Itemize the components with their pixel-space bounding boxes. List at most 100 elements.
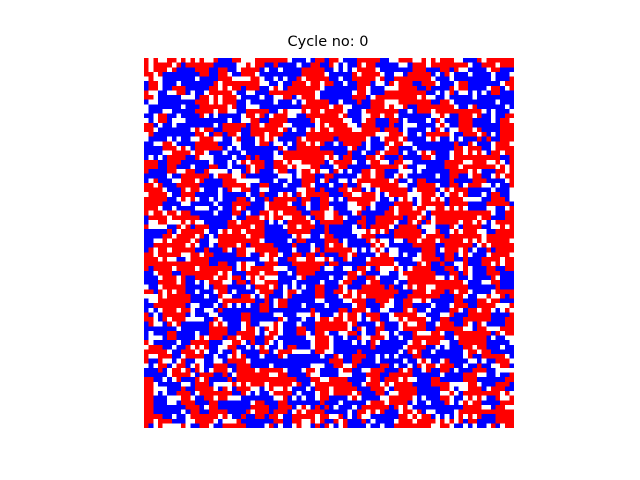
red-cell bbox=[268, 280, 274, 285]
blue-cell bbox=[255, 335, 260, 341]
blue-cell bbox=[329, 71, 334, 77]
blue-cell bbox=[500, 182, 505, 188]
red-cell bbox=[245, 187, 251, 193]
blue-cell bbox=[486, 363, 491, 368]
red-cell bbox=[453, 280, 459, 285]
red-cell bbox=[218, 132, 223, 137]
red-cell bbox=[444, 238, 450, 244]
red-cell bbox=[449, 363, 454, 368]
blue-cell bbox=[430, 391, 436, 396]
red-cell bbox=[250, 229, 256, 234]
blue-cell bbox=[398, 307, 404, 313]
blue-cell bbox=[287, 182, 293, 188]
red-cell bbox=[199, 266, 205, 271]
red-cell bbox=[218, 71, 223, 77]
blue-cell bbox=[231, 307, 237, 313]
blue-cell bbox=[444, 81, 450, 86]
blue-cell bbox=[148, 303, 154, 308]
blue-cell bbox=[329, 164, 334, 170]
blue-cell bbox=[407, 127, 413, 133]
blue-cell bbox=[329, 252, 334, 257]
blue-cell bbox=[222, 210, 228, 216]
blue-cell bbox=[370, 307, 376, 313]
red-cell bbox=[319, 219, 325, 225]
blue-cell bbox=[444, 233, 450, 239]
red-cell bbox=[241, 81, 246, 86]
red-cell bbox=[449, 307, 454, 313]
blue-cell bbox=[347, 377, 353, 382]
blue-cell bbox=[352, 150, 357, 156]
red-cell bbox=[504, 400, 510, 405]
blue-cell bbox=[407, 354, 413, 359]
blue-cell bbox=[407, 358, 413, 364]
blue-cell bbox=[287, 71, 293, 77]
red-cell bbox=[416, 335, 422, 341]
blue-cell bbox=[176, 400, 182, 405]
blue-cell bbox=[301, 307, 306, 313]
red-cell bbox=[199, 270, 205, 276]
red-cell bbox=[227, 76, 232, 82]
blue-cell bbox=[245, 196, 251, 202]
red-cell bbox=[463, 201, 468, 207]
red-cell bbox=[245, 363, 251, 368]
red-cell bbox=[259, 229, 265, 234]
blue-cell bbox=[250, 210, 256, 216]
blue-cell bbox=[324, 358, 330, 364]
blue-cell bbox=[208, 132, 214, 137]
red-cell bbox=[213, 280, 219, 285]
red-cell bbox=[416, 349, 422, 355]
blue-cell bbox=[292, 386, 297, 392]
red-cell bbox=[190, 404, 195, 410]
red-cell bbox=[259, 247, 265, 253]
red-cell bbox=[231, 358, 237, 364]
red-cell bbox=[167, 169, 172, 174]
red-cell bbox=[403, 187, 408, 193]
blue-cell bbox=[329, 187, 334, 193]
blue-cell bbox=[324, 58, 330, 63]
blue-cell bbox=[278, 136, 283, 142]
blue-cell bbox=[264, 71, 269, 77]
red-cell bbox=[245, 238, 251, 244]
blue-cell bbox=[204, 159, 209, 165]
red-cell bbox=[504, 136, 510, 142]
blue-cell bbox=[255, 303, 260, 308]
blue-cell bbox=[453, 349, 459, 355]
blue-cell bbox=[264, 159, 269, 165]
red-cell bbox=[148, 418, 154, 424]
red-cell bbox=[338, 284, 343, 290]
blue-cell bbox=[416, 145, 422, 151]
blue-cell bbox=[162, 122, 168, 128]
blue-cell bbox=[477, 275, 482, 281]
blue-cell bbox=[213, 192, 219, 197]
red-cell bbox=[361, 307, 367, 313]
blue-cell bbox=[236, 270, 242, 276]
red-cell bbox=[296, 238, 302, 244]
red-cell bbox=[241, 293, 246, 299]
blue-cell bbox=[463, 99, 468, 105]
blue-cell bbox=[393, 298, 399, 304]
blue-cell bbox=[241, 270, 246, 276]
blue-cell bbox=[504, 372, 510, 378]
red-cell bbox=[157, 418, 163, 424]
red-cell bbox=[250, 270, 256, 276]
red-cell bbox=[273, 321, 279, 327]
red-cell bbox=[407, 349, 413, 355]
red-cell bbox=[190, 178, 195, 183]
red-cell bbox=[259, 62, 265, 68]
red-cell bbox=[231, 340, 237, 345]
blue-cell bbox=[282, 275, 288, 281]
red-cell bbox=[379, 293, 385, 299]
blue-cell bbox=[352, 118, 357, 123]
red-cell bbox=[458, 303, 464, 308]
blue-cell bbox=[361, 243, 367, 248]
red-cell bbox=[430, 150, 436, 156]
blue-cell bbox=[268, 409, 274, 415]
red-cell bbox=[472, 155, 478, 160]
blue-cell bbox=[389, 330, 394, 336]
red-cell bbox=[361, 58, 367, 63]
blue-cell bbox=[393, 270, 399, 276]
blue-cell bbox=[231, 62, 237, 68]
blue-cell bbox=[430, 145, 436, 151]
red-cell bbox=[430, 192, 436, 197]
red-cell bbox=[403, 224, 408, 230]
